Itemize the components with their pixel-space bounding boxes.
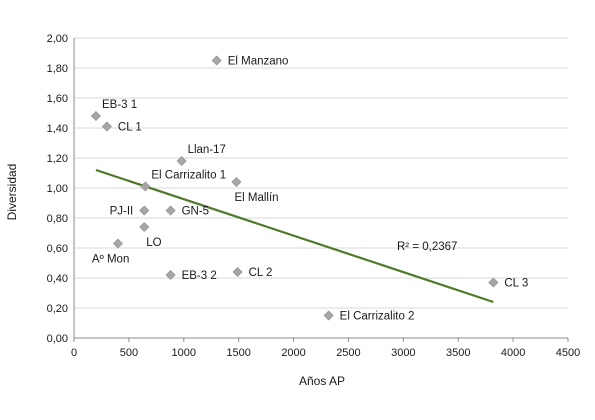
r-squared-annotation: R² = 0,2367 xyxy=(397,241,457,253)
data-point xyxy=(323,310,334,321)
point-labels: El Manzano EB-3 1 CL 1 Llan-17 El Carrizalit… xyxy=(92,56,528,323)
x-tick-label: 500 xyxy=(120,347,138,359)
data-point xyxy=(488,277,499,288)
y-tick-label: 0,80 xyxy=(47,213,68,225)
point-label: El Carrizalito 1 xyxy=(151,170,226,182)
data-point xyxy=(165,269,176,281)
gridlines xyxy=(74,37,568,309)
x-tick-label: 2500 xyxy=(336,347,360,359)
point-label: EB-3 1 xyxy=(102,99,137,111)
point-label: GN-5 xyxy=(182,206,209,218)
point-label: CL 3 xyxy=(504,278,528,290)
data-point xyxy=(211,55,222,66)
data-point xyxy=(140,181,151,192)
y-tick-label: 0,00 xyxy=(47,333,68,345)
x-tick-label: 3000 xyxy=(391,347,415,359)
point-label: Llan-17 xyxy=(188,144,226,156)
x-tick-label: 0 xyxy=(71,347,77,359)
y-axis-title: Diversidad xyxy=(5,164,19,221)
point-label: CL 2 xyxy=(249,267,273,279)
trendline-group xyxy=(95,168,494,304)
y-tick-label: 1,80 xyxy=(47,63,68,75)
y-tick-label: 0,60 xyxy=(47,243,68,255)
x-tick-label: 2000 xyxy=(281,347,305,359)
x-tick-label: 1000 xyxy=(172,347,196,359)
y-tick-labels: 0,00 0,20 0,40 0,60 0,80 1,00 1,20 1,40 1,60 1,80… xyxy=(47,33,68,345)
point-label: El Carrizalito 2 xyxy=(340,311,415,323)
y-tick-label: 1,00 xyxy=(47,183,68,195)
axes xyxy=(73,38,569,342)
y-tick-label: 2,00 xyxy=(47,33,68,45)
x-axis-title: Años AP xyxy=(299,374,345,388)
point-label: El Manzano xyxy=(228,56,289,68)
data-point xyxy=(165,205,176,216)
x-tick-label: 1500 xyxy=(226,347,250,359)
x-tick-labels: 0 500 1000 1500 2000 2500 3000 3500 4000 4500 xyxy=(71,347,580,359)
data-point xyxy=(139,205,150,216)
y-tick-label: 0,40 xyxy=(47,273,68,285)
point-label: CL 1 xyxy=(118,122,142,134)
trendline xyxy=(95,168,494,304)
data-point xyxy=(231,176,242,188)
y-tick-label: 0,20 xyxy=(47,303,68,315)
y-tick-label: 1,20 xyxy=(47,153,68,165)
point-label: EB-3 2 xyxy=(182,270,217,282)
data-point xyxy=(139,221,150,233)
data-point xyxy=(176,155,187,167)
data-points xyxy=(90,55,499,321)
x-tick-label: 4500 xyxy=(556,347,580,359)
point-label: Aº Mon xyxy=(92,254,129,266)
x-tick-label: 3500 xyxy=(446,347,470,359)
data-point xyxy=(232,266,243,278)
data-point xyxy=(101,121,112,132)
point-label: PJ-II xyxy=(110,206,134,218)
x-tick-label: 4000 xyxy=(501,347,525,359)
point-label: LO xyxy=(146,237,161,249)
point-label: El Mallín xyxy=(234,192,278,204)
data-point xyxy=(112,238,123,249)
y-tick-label: 1,40 xyxy=(47,123,68,135)
data-point xyxy=(90,110,101,122)
y-tick-label: 1,60 xyxy=(47,93,68,105)
